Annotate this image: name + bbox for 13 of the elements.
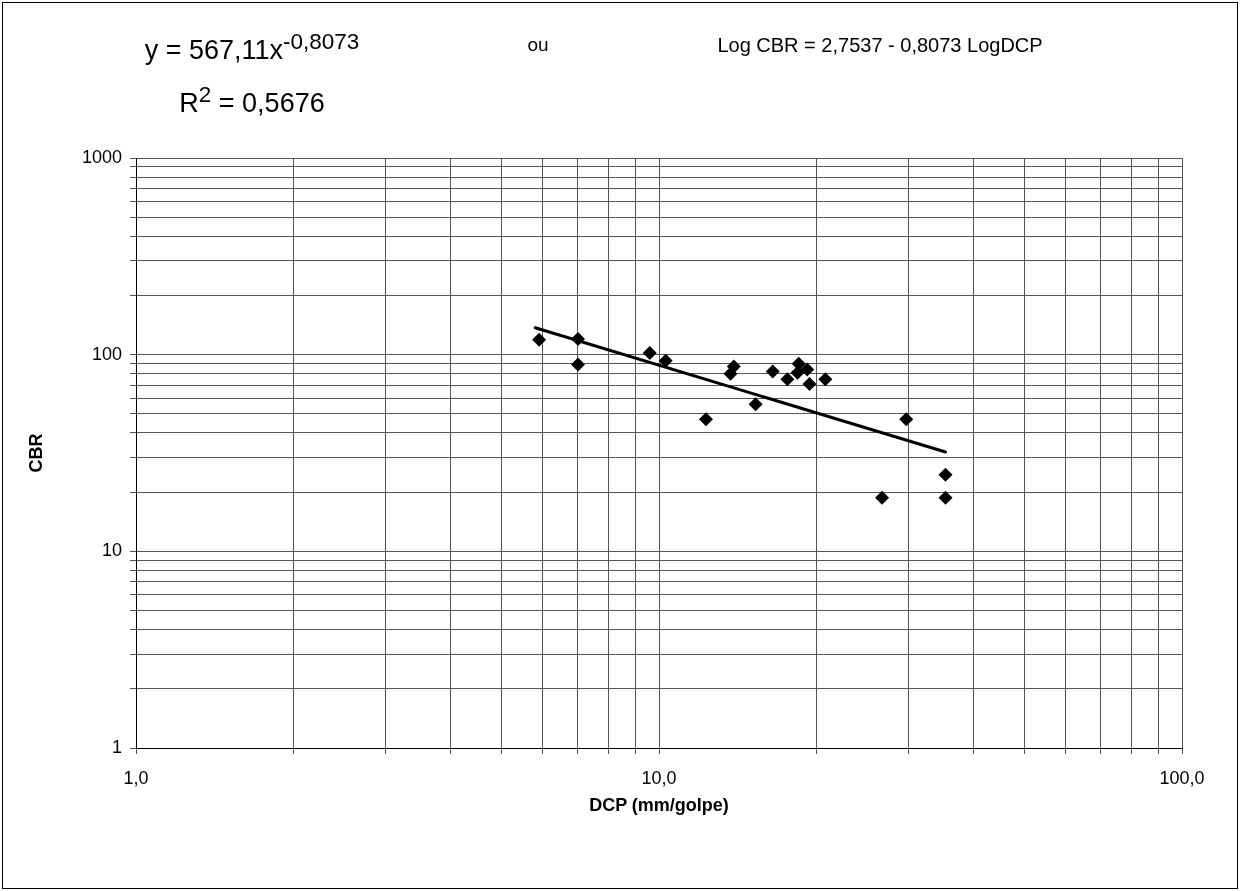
text: y = 567,11x$^{-0,8073}$	[144, 28, 360, 66]
x-tick-label: 10,0	[641, 767, 677, 788]
y-axis-title: CBR	[25, 433, 46, 473]
y-tick-label: 100	[91, 343, 122, 364]
y-tick-label: 1	[111, 736, 122, 757]
x-axis-title: DCP (mm/golpe)	[589, 795, 729, 816]
text: ou	[527, 34, 549, 56]
y-tick-label: 10	[101, 540, 122, 561]
x-tick-label: 100,0	[1159, 767, 1205, 788]
x-tick-label: 1,0	[123, 767, 149, 788]
text: Log CBR = 2,7537 - 0,8073 LogDCP	[717, 33, 1043, 57]
y-tick-label: 1000	[81, 146, 122, 167]
text: R$^{2}$ = 0,5676	[179, 81, 325, 119]
